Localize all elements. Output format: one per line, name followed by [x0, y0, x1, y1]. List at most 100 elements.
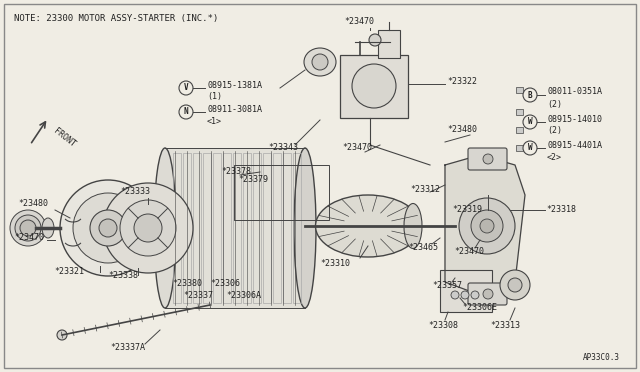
Text: *23480: *23480 [18, 199, 48, 208]
Text: *23380: *23380 [172, 279, 202, 289]
Text: AP33C0.3: AP33C0.3 [583, 353, 620, 362]
Circle shape [480, 219, 494, 233]
Text: *23319: *23319 [452, 205, 482, 215]
Ellipse shape [316, 195, 420, 257]
Bar [516, 87, 523, 93]
Text: *23470: *23470 [342, 144, 372, 153]
Bar [193, 153, 201, 303]
Circle shape [471, 291, 479, 299]
Text: *23306A: *23306A [226, 291, 261, 299]
Text: N: N [184, 108, 188, 116]
Text: V: V [184, 83, 188, 93]
Text: 08915-1381A: 08915-1381A [207, 80, 262, 90]
Text: *23379: *23379 [238, 176, 268, 185]
Text: W: W [528, 118, 532, 126]
Text: *23470: *23470 [14, 234, 44, 243]
Text: NOTE: 23300 MOTOR ASSY-STARTER (INC.*): NOTE: 23300 MOTOR ASSY-STARTER (INC.*) [14, 13, 218, 22]
Ellipse shape [304, 48, 336, 76]
Circle shape [523, 141, 537, 155]
Circle shape [483, 289, 493, 299]
Circle shape [369, 34, 381, 46]
Text: *23480: *23480 [447, 125, 477, 135]
Bar [378, 30, 400, 58]
Circle shape [523, 88, 537, 102]
Text: *23337A: *23337A [110, 343, 145, 353]
Bar [253, 153, 261, 303]
Text: *23470: *23470 [344, 17, 374, 26]
Circle shape [15, 215, 41, 241]
Bar [243, 153, 251, 303]
Bar [233, 153, 241, 303]
Bar [234, 165, 329, 220]
Bar [283, 153, 291, 303]
Text: *23378: *23378 [221, 167, 251, 176]
Text: *23321: *23321 [54, 267, 84, 276]
Circle shape [461, 291, 469, 299]
Text: *23313: *23313 [490, 321, 520, 330]
Text: *23312: *23312 [410, 186, 440, 195]
Text: 08915-4401A: 08915-4401A [547, 141, 602, 150]
Bar [293, 153, 301, 303]
Text: *23333: *23333 [120, 187, 150, 196]
Text: *23338: *23338 [108, 270, 138, 279]
Circle shape [483, 154, 493, 164]
Ellipse shape [42, 218, 54, 238]
Text: 08915-14010: 08915-14010 [547, 115, 602, 124]
Text: B: B [528, 90, 532, 99]
Text: <1>: <1> [207, 116, 222, 125]
Circle shape [352, 64, 396, 108]
Polygon shape [445, 155, 525, 295]
Text: 08011-0351A: 08011-0351A [547, 87, 602, 96]
Circle shape [120, 200, 176, 256]
FancyBboxPatch shape [468, 283, 507, 305]
Circle shape [179, 81, 193, 95]
Text: *23470: *23470 [454, 247, 484, 257]
Circle shape [20, 220, 36, 236]
Bar [213, 153, 221, 303]
Bar [340, 55, 408, 118]
Circle shape [90, 210, 126, 246]
Circle shape [471, 210, 503, 242]
Circle shape [523, 115, 537, 129]
Text: 08911-3081A: 08911-3081A [207, 105, 262, 113]
Circle shape [500, 270, 530, 300]
Bar [263, 153, 271, 303]
Text: *23337: *23337 [183, 291, 213, 299]
Text: *23357: *23357 [432, 280, 462, 289]
Bar [173, 153, 181, 303]
Bar [165, 148, 305, 308]
Bar [273, 153, 281, 303]
Text: *23465: *23465 [408, 244, 438, 253]
Circle shape [134, 214, 162, 242]
Text: (2): (2) [547, 99, 562, 109]
Circle shape [10, 210, 46, 246]
Text: *23306: *23306 [210, 279, 240, 289]
Text: *23308: *23308 [428, 321, 458, 330]
Ellipse shape [154, 148, 176, 308]
Bar [203, 153, 211, 303]
Bar [516, 109, 523, 115]
Circle shape [451, 291, 459, 299]
Circle shape [73, 193, 143, 263]
Text: *23322: *23322 [447, 77, 477, 87]
Bar [516, 145, 523, 151]
Text: *23306E: *23306E [462, 304, 497, 312]
Circle shape [312, 54, 328, 70]
Bar [440, 270, 492, 312]
Circle shape [459, 198, 515, 254]
Text: (2): (2) [547, 126, 562, 135]
Bar [183, 153, 191, 303]
Text: *23343: *23343 [268, 144, 298, 153]
FancyBboxPatch shape [468, 148, 507, 170]
Text: FRONT: FRONT [52, 127, 77, 149]
Text: W: W [528, 144, 532, 153]
Circle shape [103, 183, 193, 273]
Text: (1): (1) [207, 93, 222, 102]
Circle shape [99, 219, 117, 237]
Bar [516, 127, 523, 133]
Text: <2>: <2> [547, 153, 562, 161]
Text: *23310: *23310 [320, 260, 350, 269]
Text: *23318: *23318 [546, 205, 576, 215]
Circle shape [57, 330, 67, 340]
Circle shape [508, 278, 522, 292]
